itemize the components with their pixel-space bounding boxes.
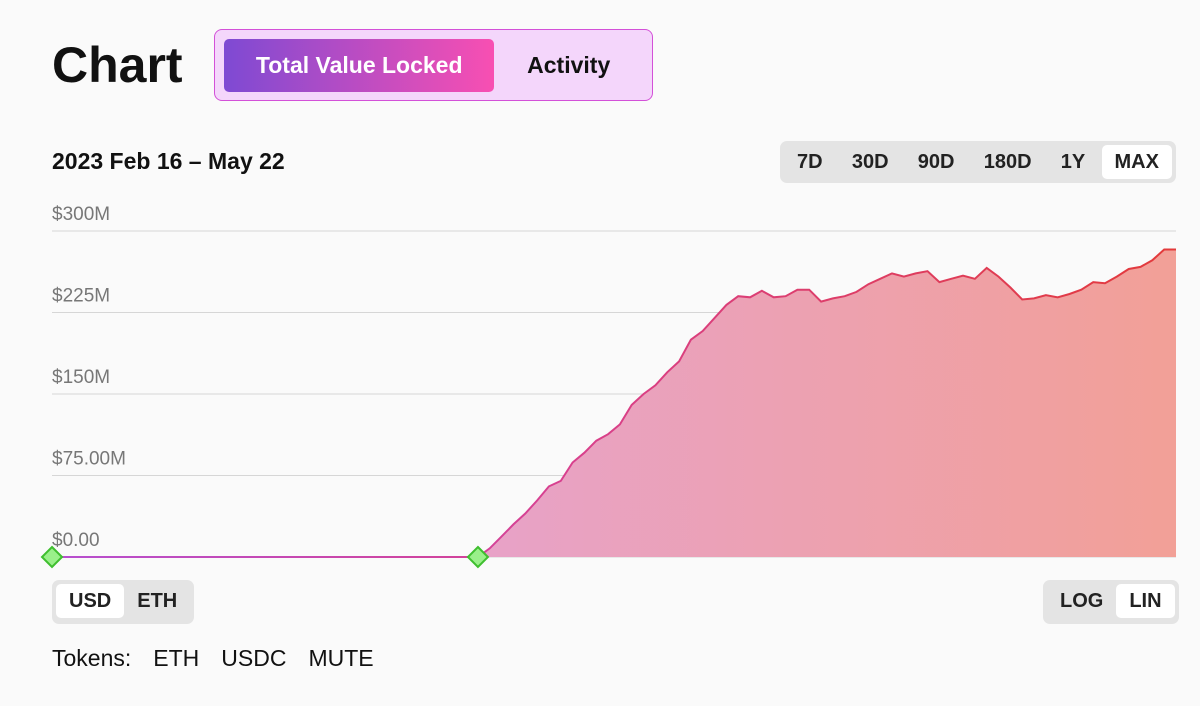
range-button[interactable]: 180D (983, 150, 1032, 173)
range-button[interactable]: 30D (851, 150, 889, 173)
range-button[interactable]: MAX (1101, 145, 1172, 179)
range-buttons: 7D 30D 90D 180D 1Y MAX (780, 141, 1176, 183)
tokens: Tokens: ETH USDC MUTE (52, 645, 374, 672)
scale-button[interactable]: LIN (1116, 584, 1175, 618)
scale-button[interactable]: LOG (1060, 589, 1104, 612)
tab-group: Total Value Locked Activity (214, 29, 653, 101)
y-tick-label: $300M (52, 204, 110, 225)
unit-button[interactable]: ETH (137, 589, 178, 612)
unit-button[interactable]: USD (56, 584, 125, 618)
tab[interactable]: Activity (527, 51, 611, 78)
y-tick-label: $0.00 (52, 530, 100, 551)
token[interactable]: ETH (153, 645, 200, 671)
line (52, 248, 1176, 558)
scale-buttons: LOG LIN (1043, 580, 1179, 624)
date-range: 2023 Feb 16 – May 22 (52, 148, 285, 174)
y-tick-label: $150M (52, 367, 110, 388)
range-button[interactable]: 1Y (1060, 150, 1086, 173)
token[interactable]: MUTE (308, 645, 374, 671)
token[interactable]: USDC (221, 645, 287, 671)
area (52, 249, 1176, 557)
range-button[interactable]: 7D (797, 150, 823, 173)
y-tick-label: $75.00M (52, 449, 126, 470)
selection-marker (466, 545, 490, 569)
page-title: Chart (52, 37, 183, 93)
unit-buttons: USD ETH (52, 580, 195, 624)
tokens-label: Tokens: (52, 645, 132, 671)
tab[interactable]: Total Value Locked (224, 38, 495, 92)
selection-marker (40, 545, 64, 569)
range-button[interactable]: 90D (917, 150, 955, 173)
y-tick-label: $225M (52, 286, 110, 307)
